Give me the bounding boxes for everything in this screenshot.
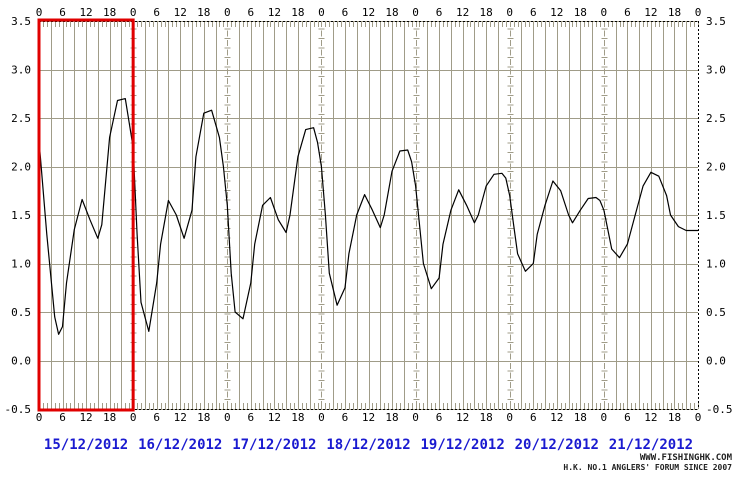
svg-text:18: 18 [197, 6, 210, 19]
svg-text:6: 6 [436, 411, 443, 424]
svg-text:6: 6 [59, 411, 66, 424]
svg-text:18: 18 [668, 411, 681, 424]
svg-text:6: 6 [342, 6, 349, 19]
svg-text:12: 12 [174, 6, 187, 19]
svg-text:18: 18 [385, 411, 398, 424]
svg-text:2.5: 2.5 [706, 112, 726, 125]
svg-text:0: 0 [224, 411, 231, 424]
svg-text:0: 0 [318, 411, 325, 424]
date-label: 19/12/2012 [420, 437, 504, 453]
svg-text:1.5: 1.5 [706, 209, 726, 222]
svg-text:18: 18 [197, 411, 210, 424]
svg-text:12: 12 [362, 6, 375, 19]
svg-text:0.5: 0.5 [11, 306, 31, 319]
svg-text:0: 0 [412, 411, 419, 424]
y-axis-labels-right: 3.5 3.0 2.5 2.0 1.5 1.0 0.5 0.0 -0.5 [706, 15, 733, 416]
svg-text:0.5: 0.5 [706, 306, 726, 319]
svg-text:12: 12 [268, 411, 281, 424]
svg-text:3.5: 3.5 [706, 15, 726, 28]
svg-text:0: 0 [601, 6, 608, 19]
svg-text:1.0: 1.0 [706, 258, 726, 271]
svg-text:2.0: 2.0 [706, 161, 726, 174]
svg-text:18: 18 [103, 6, 116, 19]
svg-text:0: 0 [506, 411, 513, 424]
svg-text:18: 18 [480, 411, 493, 424]
svg-text:2.5: 2.5 [11, 112, 31, 125]
svg-text:6: 6 [342, 411, 349, 424]
svg-text:-0.5: -0.5 [706, 403, 733, 416]
svg-text:18: 18 [103, 411, 116, 424]
x-axis-hour-labels-bottom: 0 6 12 18 0 6 12 18 0 6 12 18 0 6 12 18 0 6 12 18 0 6 12 18 0 6 12… [36, 411, 702, 424]
svg-text:18: 18 [574, 6, 587, 19]
svg-text:0: 0 [36, 6, 43, 19]
svg-text:6: 6 [153, 6, 160, 19]
svg-text:6: 6 [624, 6, 631, 19]
svg-text:18: 18 [291, 411, 304, 424]
svg-text:0: 0 [130, 6, 137, 19]
site-watermark: WWW.FISHINGHK.COM [639, 453, 732, 463]
svg-text:6: 6 [248, 411, 255, 424]
svg-text:0.0: 0.0 [706, 355, 726, 368]
svg-text:12: 12 [644, 6, 657, 19]
svg-text:0: 0 [695, 411, 702, 424]
svg-text:3.0: 3.0 [11, 64, 31, 77]
svg-text:18: 18 [574, 411, 587, 424]
svg-text:12: 12 [456, 411, 469, 424]
svg-text:12: 12 [268, 6, 281, 19]
svg-text:18: 18 [385, 6, 398, 19]
svg-text:12: 12 [174, 411, 187, 424]
selected-day-highlight-box [37, 18, 135, 412]
svg-text:12: 12 [550, 411, 563, 424]
svg-text:6: 6 [248, 6, 255, 19]
chart-grid [39, 21, 699, 410]
svg-text:0: 0 [695, 6, 702, 19]
date-label: 15/12/2012 [44, 437, 128, 453]
svg-text:18: 18 [668, 6, 681, 19]
x-axis-hour-labels-top: 0 6 12 18 0 6 12 18 0 6 12 18 0 6 12 18 0 6 12 18 0 6 12 18 0 6 12… [36, 6, 702, 19]
date-label: 17/12/2012 [232, 437, 316, 453]
date-labels: 15/12/2012 16/12/2012 17/12/2012 18/12/2012… [44, 437, 693, 453]
svg-text:12: 12 [79, 411, 92, 424]
svg-text:6: 6 [624, 411, 631, 424]
date-label: 16/12/2012 [138, 437, 222, 453]
svg-text:12: 12 [79, 6, 92, 19]
date-label: 20/12/2012 [515, 437, 599, 453]
date-label: 18/12/2012 [326, 437, 410, 453]
svg-text:6: 6 [59, 6, 66, 19]
svg-text:18: 18 [480, 6, 493, 19]
svg-text:12: 12 [550, 6, 563, 19]
svg-text:18: 18 [291, 6, 304, 19]
tide-curve [38, 98, 698, 335]
svg-text:0: 0 [412, 6, 419, 19]
svg-text:12: 12 [644, 411, 657, 424]
y-axis-labels-left: 3.5 3.0 2.5 2.0 1.5 1.0 0.5 0.0 -0.5 [5, 15, 32, 416]
svg-text:6: 6 [530, 411, 537, 424]
svg-text:12: 12 [362, 411, 375, 424]
site-tagline: H.K. NO.1 ANGLERS' FORUM SINCE 2007 [563, 463, 732, 472]
svg-text:0: 0 [318, 6, 325, 19]
svg-text:6: 6 [530, 6, 537, 19]
svg-text:0: 0 [224, 6, 231, 19]
date-label: 21/12/2012 [609, 437, 693, 453]
svg-text:1.0: 1.0 [11, 258, 31, 271]
svg-text:0: 0 [601, 411, 608, 424]
svg-text:0: 0 [36, 411, 43, 424]
svg-text:-0.5: -0.5 [5, 403, 32, 416]
svg-text:0: 0 [506, 6, 513, 19]
svg-text:12: 12 [456, 6, 469, 19]
svg-text:6: 6 [153, 411, 160, 424]
svg-text:3.5: 3.5 [11, 15, 31, 28]
svg-text:6: 6 [436, 6, 443, 19]
svg-text:3.0: 3.0 [706, 64, 726, 77]
svg-text:1.5: 1.5 [11, 209, 31, 222]
svg-text:2.0: 2.0 [11, 161, 31, 174]
svg-text:0.0: 0.0 [11, 355, 31, 368]
svg-text:0: 0 [130, 411, 137, 424]
